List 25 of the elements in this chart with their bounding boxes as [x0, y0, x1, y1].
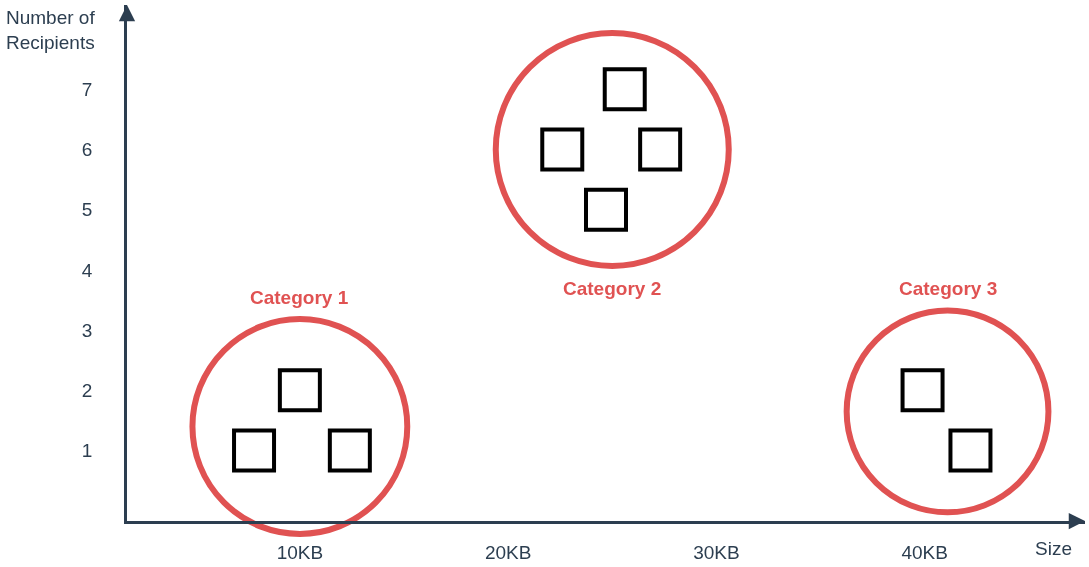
y-tick-label: 2: [81, 379, 93, 401]
point: [327, 428, 372, 473]
x-tick-label: 30KB: [693, 541, 740, 563]
x-axis-title: Size: [1035, 538, 1072, 559]
y-tick-label: 7: [81, 78, 93, 100]
x-tick-label: 10KB: [276, 541, 324, 563]
point: [948, 428, 993, 473]
point: [900, 368, 945, 413]
point: [277, 368, 322, 413]
point: [232, 428, 277, 473]
x-tick-label: 40KB: [901, 541, 948, 563]
x-tick-label: 20KB: [484, 541, 532, 563]
y-tick-label: 3: [81, 319, 93, 341]
y-tick-label: 1: [81, 440, 93, 462]
point: [638, 127, 683, 172]
y-tick-label: 4: [81, 259, 93, 281]
y-axis-title: Number of Recipients: [6, 7, 96, 53]
y-tick-label: 5: [81, 199, 93, 221]
point: [602, 67, 647, 112]
point: [584, 187, 628, 232]
point: [540, 127, 585, 172]
series-label: Category 2: [563, 278, 662, 299]
y-tick-label: 6: [81, 139, 93, 161]
series-label: Category 3: [899, 278, 998, 299]
series-label: Category 1: [250, 287, 349, 308]
